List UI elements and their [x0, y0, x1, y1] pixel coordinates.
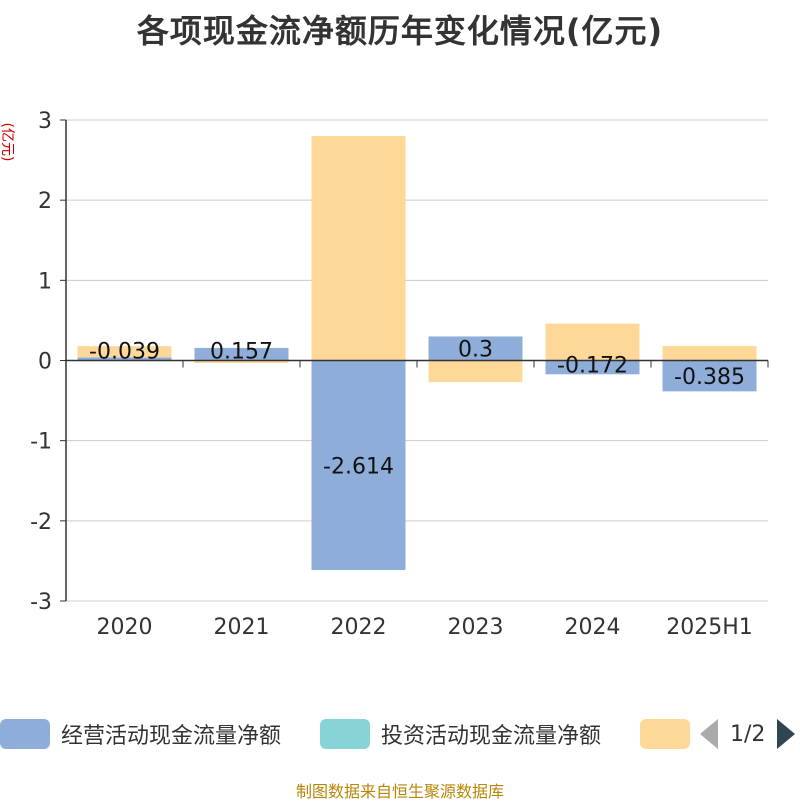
x-tick-label: 2020	[97, 615, 153, 640]
chart-title: 各项现金流净额历年变化情况(亿元)	[136, 12, 664, 50]
bar-financing[interactable]	[311, 136, 406, 361]
y-tick-label: 1	[38, 269, 52, 294]
y-tick-label: 2	[38, 189, 52, 214]
legend-swatch-investing	[320, 719, 370, 749]
bar-financing[interactable]	[194, 360, 289, 363]
legend-prev-page-icon[interactable]	[700, 719, 718, 749]
bar-financing[interactable]	[77, 346, 172, 358]
bar-financing[interactable]	[545, 323, 640, 361]
legend-item-financing[interactable]	[640, 716, 690, 752]
legend: 经营活动现金流量净额 投资活动现金流量净额 1/2	[0, 716, 800, 752]
data-label: 0.3	[458, 337, 493, 362]
legend-item-operating[interactable]: 经营活动现金流量净额	[0, 716, 281, 752]
data-label: -0.385	[674, 365, 745, 390]
x-tick-label: 2024	[565, 615, 621, 640]
data-label: -0.172	[557, 354, 628, 379]
x-tick-label: 2022	[331, 615, 387, 640]
data-label: -2.614	[323, 454, 394, 479]
bar-operating[interactable]	[545, 360, 640, 375]
x-tick-label: 2021	[214, 615, 270, 640]
data-label: -0.039	[89, 340, 160, 365]
legend-item-investing[interactable]: 投资活动现金流量净额	[320, 716, 601, 752]
bar-operating[interactable]	[428, 336, 523, 361]
legend-pager: 1/2	[700, 716, 796, 752]
legend-label-operating: 经营活动现金流量净额	[61, 724, 282, 749]
bar-financing[interactable]	[662, 346, 757, 361]
y-tick-label: 0	[38, 350, 52, 375]
y-tick-label: 3	[38, 109, 52, 134]
bar-financing[interactable]	[428, 360, 523, 383]
data-label: 0.157	[210, 340, 273, 365]
bar-operating[interactable]	[194, 347, 289, 361]
legend-label-investing: 投资活动现金流量净额	[381, 724, 602, 749]
legend-swatch-financing	[640, 719, 690, 749]
x-tick-label: 2025H1	[666, 615, 753, 640]
bar-chart: 3 2 1 0 -1 -2 -3 -0.039 0.157 -2.614 0.3 -0.172 -0.3…	[30, 109, 769, 640]
bar-operating[interactable]	[77, 357, 172, 361]
bar-operating[interactable]	[311, 360, 406, 571]
legend-next-page-icon[interactable]	[777, 719, 796, 749]
data-source-note: 制图数据来自恒生聚源数据库	[295, 782, 504, 801]
y-tick-label: -2	[30, 510, 52, 535]
legend-swatch-operating	[0, 719, 50, 749]
x-tick-label: 2023	[448, 615, 504, 640]
bar-operating[interactable]	[662, 360, 757, 392]
y-tick-label: -1	[30, 430, 52, 455]
legend-page-indicator: 1/2	[730, 721, 766, 747]
y-tick-label: -3	[30, 590, 52, 615]
